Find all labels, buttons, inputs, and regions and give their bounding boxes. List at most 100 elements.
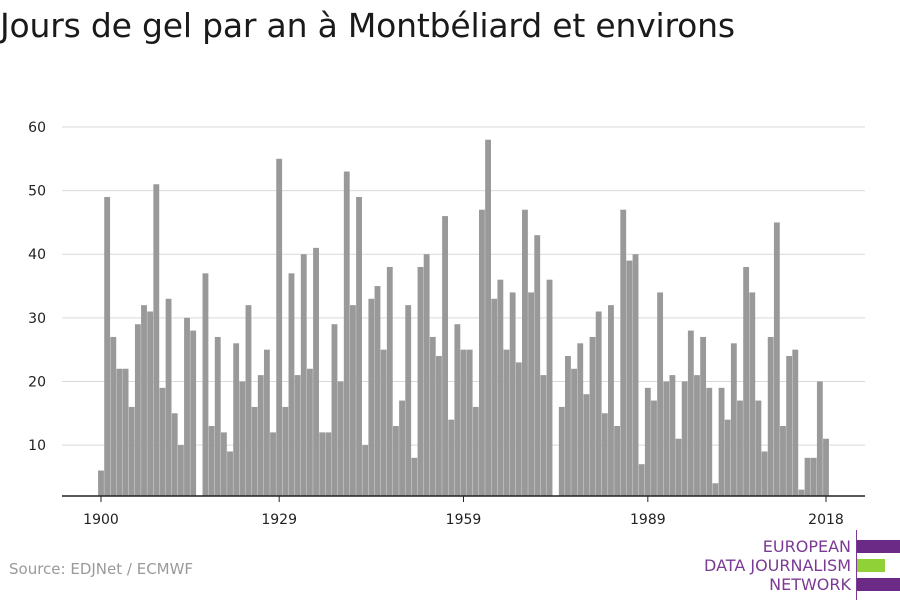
bar xyxy=(411,457,418,496)
chart-title: Jours de gel par an à Montbéliard et env… xyxy=(0,6,735,45)
x-tick-label: 1900 xyxy=(83,512,119,528)
bar xyxy=(522,209,528,496)
bar xyxy=(540,375,547,496)
bar xyxy=(165,298,172,496)
bar xyxy=(171,413,178,496)
y-tick-label: 60 xyxy=(28,120,46,136)
bar xyxy=(761,451,768,496)
bar xyxy=(491,298,498,496)
bar xyxy=(749,292,756,496)
bar xyxy=(386,266,393,496)
bar xyxy=(651,400,657,496)
bar xyxy=(362,445,369,496)
bar xyxy=(313,247,319,496)
bar xyxy=(448,419,455,496)
bar xyxy=(608,305,614,496)
bar xyxy=(300,254,307,496)
bar xyxy=(116,368,123,496)
source-note: Source: EDJNet / ECMWF xyxy=(9,560,194,578)
bar xyxy=(460,349,467,496)
bar xyxy=(356,196,362,496)
bar xyxy=(626,260,633,496)
bar xyxy=(319,432,326,496)
bar xyxy=(706,387,713,496)
bar xyxy=(577,343,584,496)
axes: 10 20 30 40 50 60 1900 1929 1959 1989 2018 xyxy=(28,120,865,528)
bar xyxy=(712,483,719,496)
bar xyxy=(485,139,491,497)
bar xyxy=(737,400,743,496)
bar xyxy=(263,349,270,496)
bar xyxy=(816,381,823,496)
y-tick-label: 10 xyxy=(28,438,46,454)
y-tick-label: 30 xyxy=(28,311,46,327)
bar xyxy=(546,279,553,496)
x-tick-label: 2018 xyxy=(808,512,844,528)
bar xyxy=(380,349,387,496)
bar xyxy=(337,381,344,496)
bar xyxy=(202,273,209,496)
bar xyxy=(669,375,676,496)
bar xyxy=(423,254,430,496)
bar xyxy=(515,362,522,496)
bar xyxy=(663,381,670,496)
bar xyxy=(700,336,707,496)
bar xyxy=(644,387,651,496)
logo-rule xyxy=(856,530,857,600)
logo-bar-green xyxy=(857,559,885,572)
bar xyxy=(184,317,190,496)
bar xyxy=(466,349,473,496)
bar xyxy=(349,305,356,496)
bar xyxy=(368,298,375,496)
bar xyxy=(620,209,627,496)
bar xyxy=(638,464,645,496)
bar xyxy=(675,438,682,496)
bar xyxy=(141,305,147,496)
bar xyxy=(257,375,264,496)
y-tick-label: 50 xyxy=(28,184,46,200)
bar xyxy=(497,279,504,496)
bar xyxy=(792,349,799,496)
bar xyxy=(595,311,602,496)
bar xyxy=(306,368,313,496)
bar xyxy=(718,387,725,496)
bar xyxy=(128,406,135,496)
bar xyxy=(214,336,221,496)
bar xyxy=(773,222,780,496)
bars xyxy=(98,139,829,497)
bar xyxy=(429,336,436,496)
y-tick-label: 20 xyxy=(28,374,46,390)
bar xyxy=(681,381,688,496)
bar xyxy=(730,343,737,496)
bar xyxy=(534,235,541,497)
bar xyxy=(442,216,448,496)
x-tick-label: 1959 xyxy=(446,512,482,528)
bar xyxy=(190,330,197,496)
bar xyxy=(755,400,762,496)
bar xyxy=(331,324,338,496)
bar xyxy=(436,356,442,496)
bar xyxy=(786,356,793,496)
bar xyxy=(528,292,535,496)
bar xyxy=(343,171,350,496)
bar xyxy=(724,419,731,496)
bar xyxy=(804,457,811,496)
logo-bar-purple-bottom xyxy=(857,578,900,591)
bar xyxy=(798,489,805,496)
logo-line-2: DATA JOURNALISM xyxy=(704,556,851,575)
bar xyxy=(270,432,276,496)
bar xyxy=(571,368,578,496)
bar xyxy=(220,432,227,496)
bar xyxy=(392,426,399,496)
bar xyxy=(159,387,166,496)
bar xyxy=(509,292,516,496)
bar xyxy=(245,305,252,496)
bar xyxy=(417,266,424,496)
bar xyxy=(399,400,405,496)
bar xyxy=(288,273,295,496)
bar xyxy=(147,311,154,496)
bar xyxy=(558,406,565,496)
bar xyxy=(294,375,301,496)
